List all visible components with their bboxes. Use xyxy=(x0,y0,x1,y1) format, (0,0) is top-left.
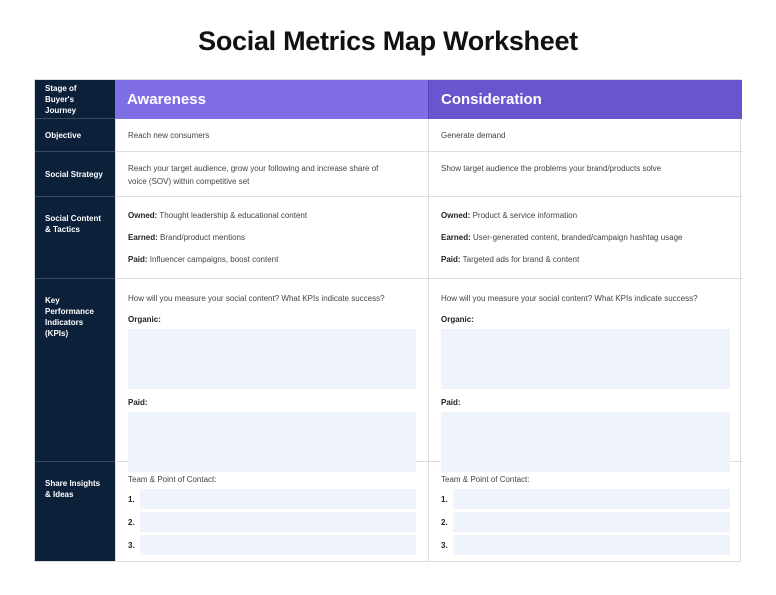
contact-input-3[interactable] xyxy=(453,535,730,555)
earned-text: Brand/product mentions xyxy=(160,233,245,242)
owned-text: Product & service information xyxy=(472,211,578,220)
paid-kpi-input[interactable] xyxy=(128,412,416,472)
content-consideration: Owned: Product & service information Ear… xyxy=(428,197,742,279)
number-2: 2. xyxy=(128,517,135,527)
header-awareness: Awareness xyxy=(115,80,428,119)
paid-kpi-input[interactable] xyxy=(441,412,730,472)
number-1: 1. xyxy=(128,494,135,504)
owned-label: Owned: xyxy=(441,211,471,220)
kpi-consideration: How will you measure your social content… xyxy=(428,279,742,472)
label-stage: Stage of Buyer's Journey xyxy=(35,80,115,119)
organic-input[interactable] xyxy=(441,329,730,389)
number-1: 1. xyxy=(441,494,448,504)
owned-text: Thought leadership & educational content xyxy=(159,211,308,220)
content-awareness: Owned: Thought leadership & educational … xyxy=(115,197,428,279)
kpi-awareness: How will you measure your social content… xyxy=(115,279,428,472)
contact-input-1[interactable] xyxy=(140,489,416,509)
paid-label: Paid: xyxy=(128,255,148,264)
number-3: 3. xyxy=(441,540,448,550)
organic-label: Organic: xyxy=(128,315,161,324)
organic-label: Organic: xyxy=(441,315,474,324)
team-label: Team & Point of Contact: xyxy=(128,475,217,484)
organic-input[interactable] xyxy=(128,329,416,389)
paid-kpi-label: Paid: xyxy=(128,398,148,407)
earned-label: Earned: xyxy=(441,233,471,242)
contact-input-1[interactable] xyxy=(453,489,730,509)
page-title: Social Metrics Map Worksheet xyxy=(198,26,578,56)
label-objective: Objective xyxy=(35,119,115,152)
owned-label: Owned: xyxy=(128,211,158,220)
number-3: 3. xyxy=(128,540,135,550)
paid-label: Paid: xyxy=(441,255,461,264)
objective-awareness: Reach new consumers xyxy=(115,119,428,152)
earned-text: User-generated content, branded/campaign… xyxy=(473,233,683,242)
strategy-awareness: Reach your target audience, grow your fo… xyxy=(115,152,428,197)
paid-kpi-label: Paid: xyxy=(441,398,461,407)
objective-consideration: Generate demand xyxy=(428,119,742,152)
contact-input-3[interactable] xyxy=(140,535,416,555)
worksheet-table: Stage of Buyer's Journey Awareness Consi… xyxy=(34,79,742,562)
team-label: Team & Point of Contact: xyxy=(441,475,530,484)
contact-input-2[interactable] xyxy=(453,512,730,532)
label-content: Social Content & Tactics xyxy=(35,197,115,279)
number-2: 2. xyxy=(441,517,448,527)
earned-label: Earned: xyxy=(128,233,158,242)
kpi-question: How will you measure your social content… xyxy=(441,294,698,303)
label-kpi: Key Performance Indicators (KPIs) xyxy=(35,279,115,462)
paid-text: Influencer campaigns, boost content xyxy=(149,255,279,264)
strategy-consideration: Show target audience the problems your b… xyxy=(428,152,742,197)
label-strategy: Social Strategy xyxy=(35,152,115,197)
contact-input-2[interactable] xyxy=(140,512,416,532)
label-share: Share Insights & Ideas xyxy=(35,462,115,561)
paid-text: Targeted ads for brand & content xyxy=(462,255,580,264)
share-consideration: Team & Point of Contact: 1. 2. 3. xyxy=(428,462,742,561)
kpi-question: How will you measure your social content… xyxy=(128,294,385,303)
share-awareness: Team & Point of Contact: 1. 2. 3. xyxy=(115,462,428,561)
header-consideration: Consideration xyxy=(428,80,742,119)
